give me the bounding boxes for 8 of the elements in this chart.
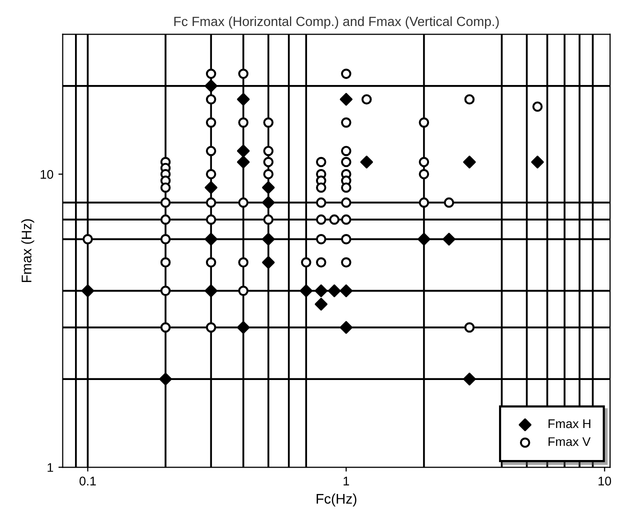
x-axis-title: Fc(Hz) [316,494,356,506]
chart-title: Fc Fmax (Horizontal Comp.) and Fmax (Vertical Comp.) [174,16,499,29]
legend-label: Fmax V [548,437,591,446]
x-tick-label: 1 [344,476,350,486]
x-tick-label: 0.1 [80,476,96,486]
x-tick-label: 10 [598,476,612,486]
legend-label: Fmax H [548,419,590,428]
y-axis-title: Fmax (Hz) [21,219,34,282]
